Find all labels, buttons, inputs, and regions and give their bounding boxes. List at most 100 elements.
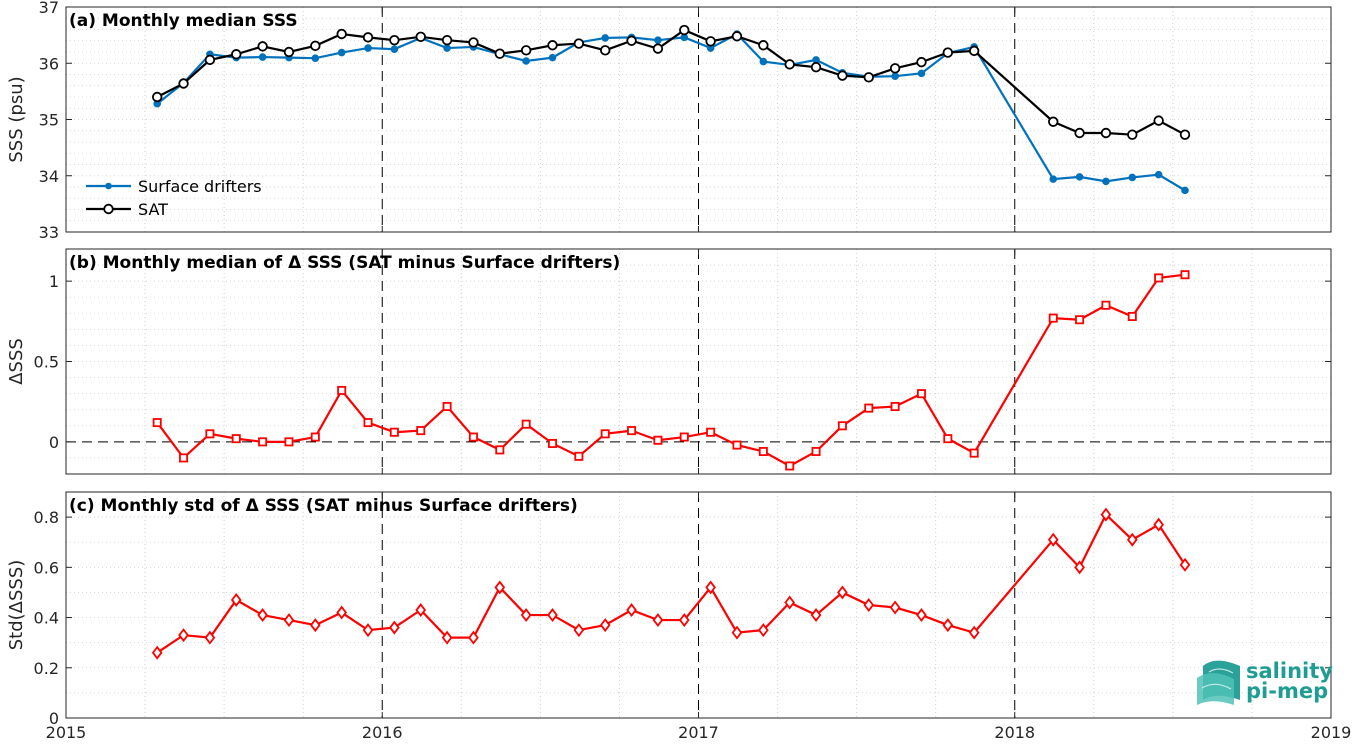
data-point xyxy=(1049,175,1058,183)
data-point xyxy=(1127,129,1138,140)
data-point xyxy=(1179,557,1191,572)
data-point xyxy=(810,608,822,623)
data-point xyxy=(389,427,399,437)
salinity-pimep-logo: salinity pi-mep xyxy=(1197,659,1333,705)
series-delta-sss xyxy=(151,507,1191,660)
data-point xyxy=(204,630,216,645)
data-point xyxy=(758,623,769,638)
data-point xyxy=(1047,532,1059,547)
data-point xyxy=(257,41,268,52)
legend-marker xyxy=(105,182,112,190)
data-point xyxy=(548,438,558,448)
data-point xyxy=(1154,273,1164,283)
data-point xyxy=(731,625,743,640)
data-point xyxy=(337,48,346,57)
data-point xyxy=(442,401,452,411)
series-line xyxy=(156,32,1186,192)
data-point xyxy=(1180,270,1190,280)
data-point xyxy=(441,630,453,645)
data-point xyxy=(178,628,189,643)
panels-layer: 33 34 35 36 37 SSS (psu) (a) Monthly median SS… xyxy=(6,0,1351,742)
x-tick-label: 2019 xyxy=(1311,723,1352,742)
data-point xyxy=(891,72,899,80)
data-point xyxy=(1075,315,1085,325)
data-point xyxy=(390,45,399,53)
data-point xyxy=(364,44,372,52)
data-point xyxy=(784,59,795,70)
data-point xyxy=(679,24,690,36)
axes-box xyxy=(65,491,1332,719)
data-point xyxy=(863,72,874,83)
y-axis-label: Std(ΔSSS) xyxy=(6,560,27,651)
data-point xyxy=(547,608,558,623)
data-point xyxy=(522,57,530,65)
data-point xyxy=(520,45,532,56)
data-point xyxy=(599,618,611,633)
data-point xyxy=(363,418,373,428)
data-point xyxy=(362,623,374,638)
data-point xyxy=(415,31,426,43)
data-point xyxy=(864,403,874,413)
data-point xyxy=(283,613,295,628)
data-point xyxy=(705,36,716,47)
data-point xyxy=(494,48,505,59)
data-point xyxy=(1074,560,1085,575)
data-point xyxy=(389,620,400,635)
data-point xyxy=(1179,129,1191,140)
data-point xyxy=(362,32,374,43)
data-point xyxy=(310,432,320,442)
y-tick-label: 37 xyxy=(39,0,59,17)
y-axis-label: SSS (psu) xyxy=(6,76,27,162)
data-point xyxy=(521,419,531,429)
y-tick-label: 0.6 xyxy=(34,558,59,577)
legend-entry-label: SAT xyxy=(138,200,168,219)
legend: Surface drifters SAT xyxy=(86,177,262,219)
y-tick-label: 0.5 xyxy=(34,353,59,372)
data-point xyxy=(626,603,637,618)
x-tick-label: 2015 xyxy=(46,723,87,742)
data-point xyxy=(309,618,321,633)
axes-box xyxy=(65,248,1332,475)
data-point xyxy=(1074,127,1085,139)
data-point xyxy=(652,613,664,628)
data-point xyxy=(837,421,847,431)
data-point xyxy=(600,429,610,439)
data-point xyxy=(1154,170,1163,179)
data-point xyxy=(179,453,189,463)
data-point xyxy=(1048,313,1058,323)
data-point xyxy=(1127,311,1137,321)
data-point xyxy=(468,432,478,442)
data-point xyxy=(310,40,321,52)
data-point xyxy=(495,445,505,455)
data-point xyxy=(678,613,690,628)
panel-title: (a) Monthly median SSS xyxy=(69,11,298,31)
y-tick-label: 0 xyxy=(49,433,59,452)
data-point xyxy=(943,434,953,444)
data-point xyxy=(258,53,267,61)
y-tick-label: 0.8 xyxy=(34,508,59,527)
data-point xyxy=(600,45,611,56)
data-point xyxy=(152,418,162,428)
data-point xyxy=(1128,173,1137,182)
data-point xyxy=(230,592,242,607)
data-point xyxy=(257,608,268,623)
data-point xyxy=(494,580,506,595)
data-point xyxy=(601,34,610,42)
axes-box xyxy=(65,6,1332,233)
data-point xyxy=(415,603,427,618)
logo-wave-icon xyxy=(1197,660,1240,705)
data-point xyxy=(890,401,900,411)
data-point xyxy=(1126,532,1138,547)
data-point xyxy=(785,461,795,471)
panel-3: 0 0.2 0.4 0.6 0.8 2015 2016 2017 2018 2019 Std(ΔSS… xyxy=(6,491,1352,742)
logo-line1: salinity xyxy=(1246,659,1333,683)
y-tick-label: 1 xyxy=(49,272,59,291)
series-line xyxy=(156,512,1186,654)
data-point xyxy=(468,630,479,645)
data-point xyxy=(968,45,980,57)
data-point xyxy=(626,35,637,46)
data-point xyxy=(916,56,927,68)
data-point xyxy=(151,645,163,660)
data-point xyxy=(258,437,268,447)
